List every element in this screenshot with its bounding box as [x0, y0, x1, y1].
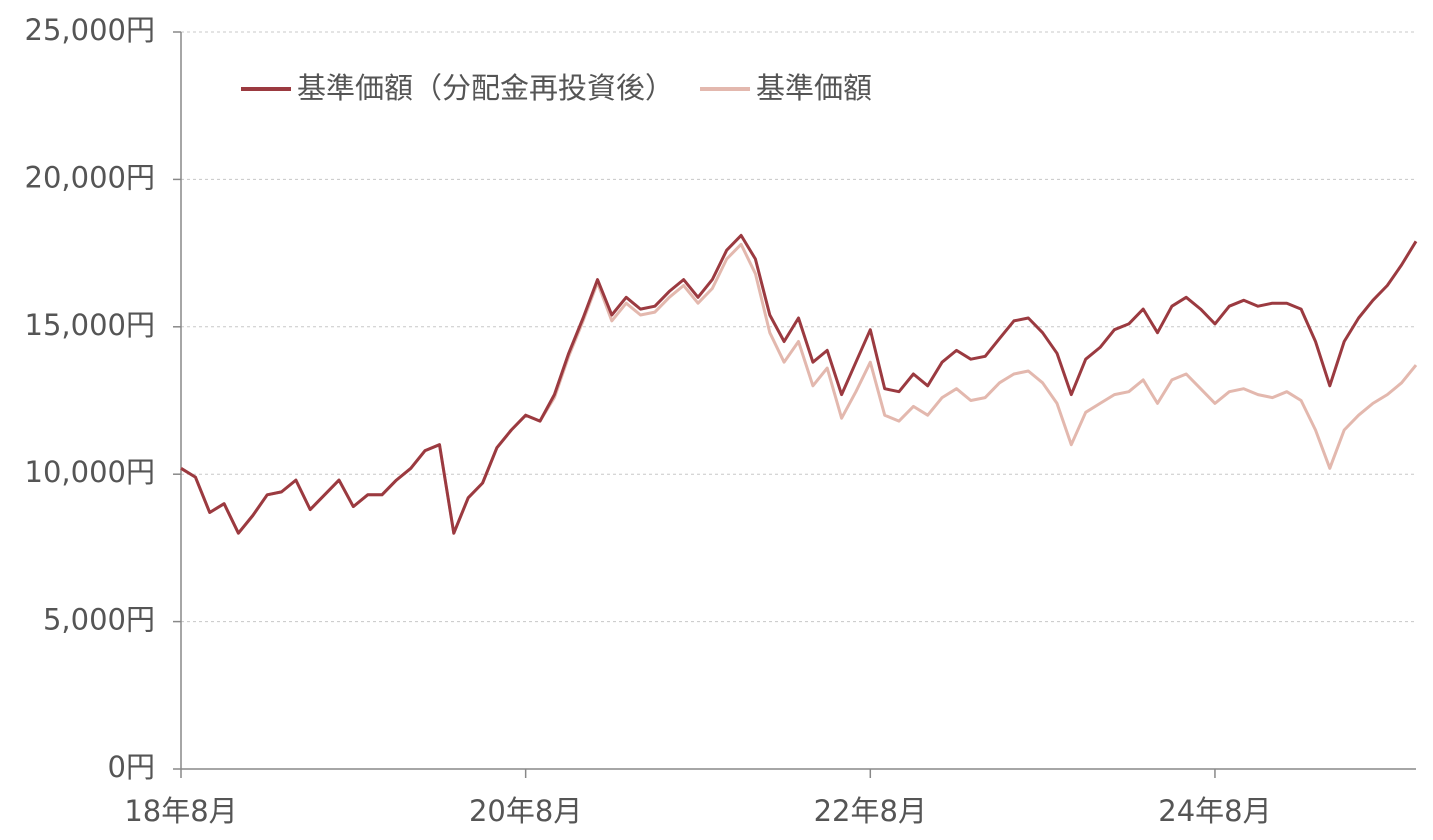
y-tick-label: 5,000円 — [43, 603, 155, 637]
legend-label: 基準価額（分配金再投資後） — [297, 71, 674, 105]
y-tick-label: 15,000円 — [25, 308, 155, 342]
x-tick-label: 18年8月 — [124, 794, 237, 828]
legend-label: 基準価額 — [756, 71, 872, 105]
series-line — [180, 242, 1418, 535]
x-tick-label: 22年8月 — [814, 794, 927, 828]
series-line — [180, 233, 1418, 535]
y-tick-label: 25,000円 — [25, 13, 155, 47]
y-tick-label: 0円 — [108, 750, 155, 784]
y-tick-label: 10,000円 — [25, 455, 155, 489]
x-tick-label: 20年8月 — [469, 794, 582, 828]
x-tick-label: 24年8月 — [1158, 794, 1271, 828]
y-tick-label: 20,000円 — [25, 160, 155, 194]
